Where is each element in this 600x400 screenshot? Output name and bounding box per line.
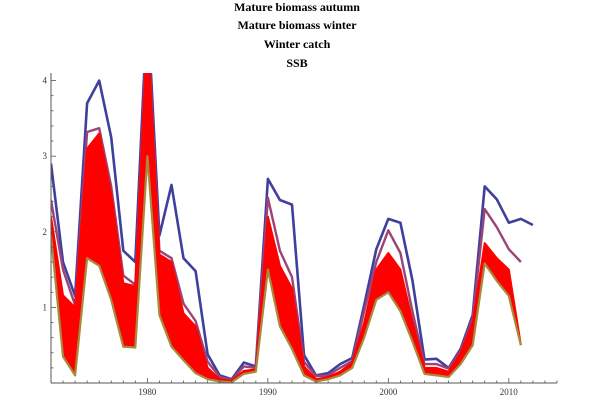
y-tick-label: 1 bbox=[43, 302, 48, 312]
y-tick-label: 2 bbox=[43, 227, 48, 237]
series-lines-layer bbox=[51, 73, 534, 383]
fill-band-winter-catch-to-ssb bbox=[51, 73, 521, 383]
series-line-winter-catch bbox=[51, 73, 522, 382]
x-ticks: 1980 1990 2000 2010 bbox=[50, 378, 558, 397]
legend-entry-winter-catch: Winter catch bbox=[264, 37, 331, 51]
x-tick-label: 2000 bbox=[379, 387, 398, 397]
legend-entry-ssb: SSB bbox=[286, 56, 307, 70]
y-tick-label: 3 bbox=[43, 151, 48, 161]
x-tick-label: 1980 bbox=[138, 387, 157, 397]
x-tick-label: 1990 bbox=[259, 387, 278, 397]
series-line-ssb bbox=[51, 155, 522, 383]
legend-entry-mature-biomass-winter: Mature biomass winter bbox=[237, 18, 357, 32]
fill-band-layer bbox=[51, 73, 521, 383]
y-ticks: 1 2 3 4 bbox=[43, 76, 56, 369]
axes: 1980 1990 2000 2010 1 2 3 4 bbox=[43, 73, 558, 397]
chart-legend: Mature biomass autumn Mature biomass win… bbox=[234, 0, 360, 70]
series-line-mature-biomass-winter bbox=[51, 73, 522, 382]
legend-entry-mature-biomass-autumn: Mature biomass autumn bbox=[234, 0, 360, 14]
plot-area bbox=[51, 73, 534, 383]
y-tick-label: 4 bbox=[43, 76, 48, 86]
x-tick-label: 2010 bbox=[500, 387, 519, 397]
